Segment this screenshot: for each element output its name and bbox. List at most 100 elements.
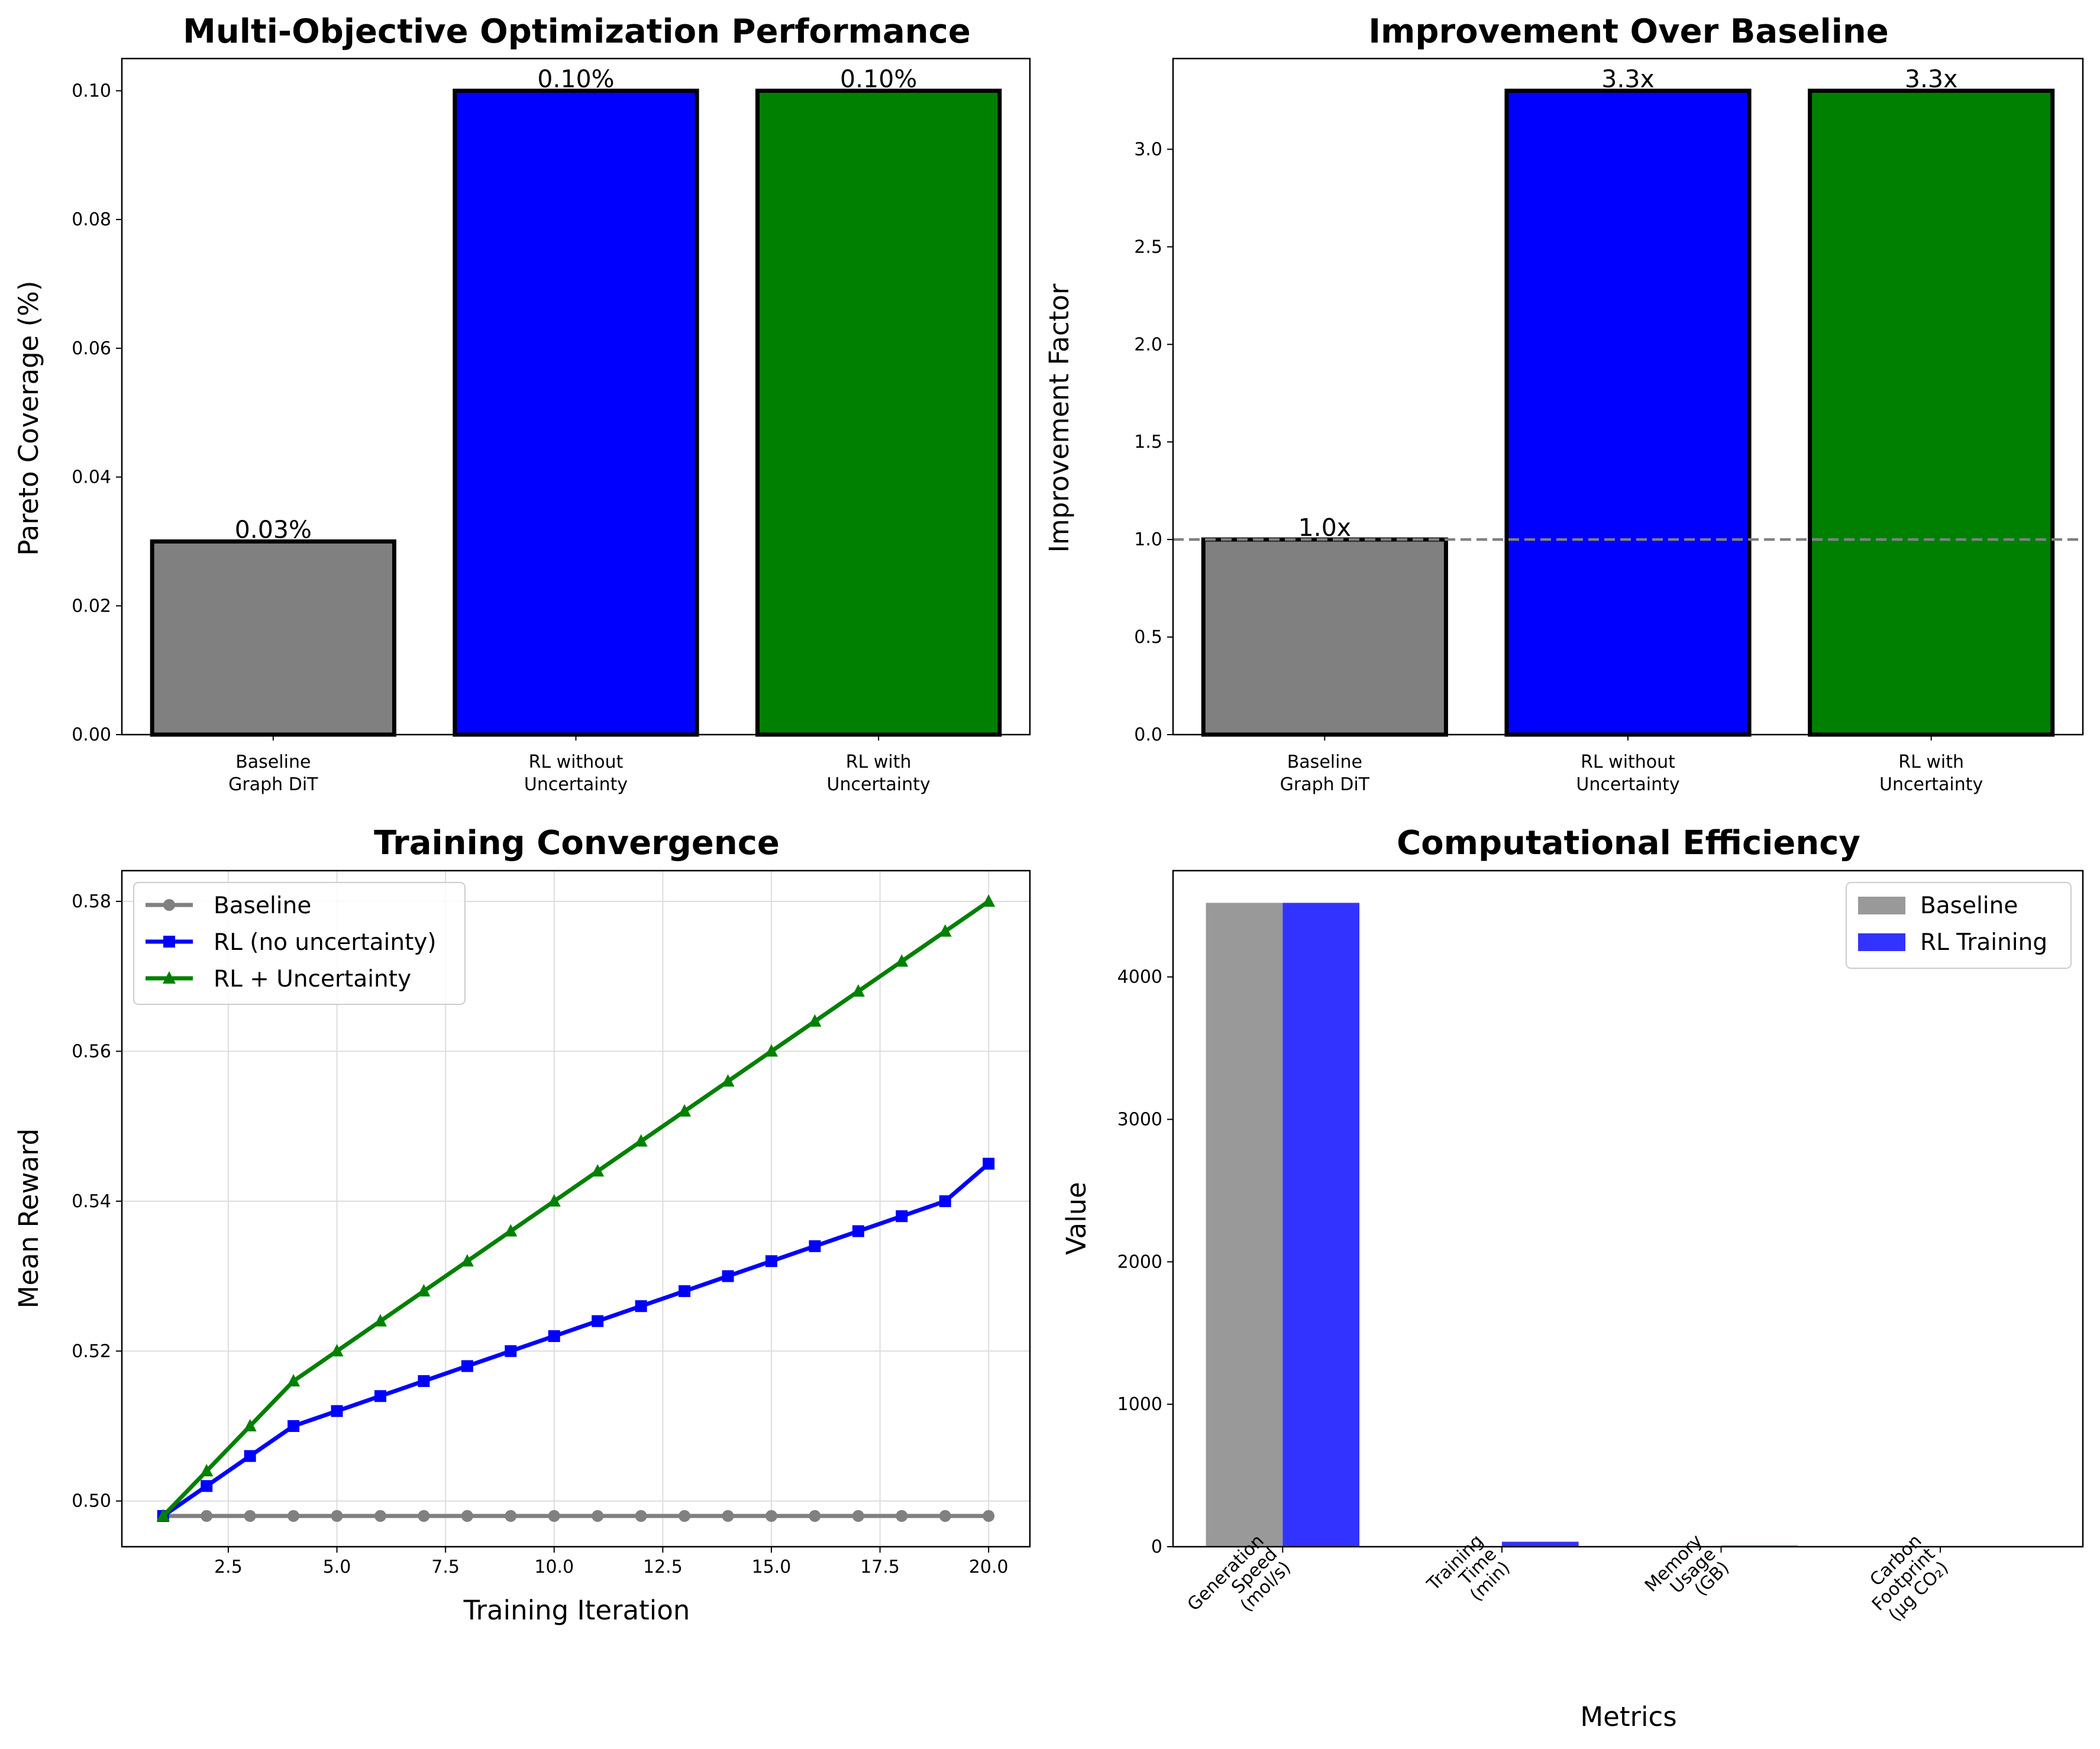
data-point	[722, 1510, 734, 1522]
y-tick-label: 0.54	[72, 1191, 111, 1212]
data-point	[851, 984, 865, 997]
data-point	[722, 1270, 734, 1282]
data-point	[592, 1510, 604, 1522]
x-axis-label: Metrics	[1580, 1701, 1676, 1732]
axes-frame	[121, 57, 1031, 736]
chart-title: Multi-Objective Optimization Performance	[183, 12, 971, 51]
data-point	[765, 1044, 778, 1057]
data-label: 0.03%	[235, 515, 312, 544]
y-tick-label: 0.56	[72, 1041, 111, 1062]
bar	[1808, 88, 2055, 737]
x-tick-label: RL with	[846, 752, 912, 772]
legend: Baseline RL Training	[1846, 882, 2072, 969]
data-point	[679, 1510, 691, 1522]
legend-box	[133, 882, 466, 1005]
chart-title: Computational Efficiency	[1397, 824, 1860, 862]
x-tick-label: 12.5	[643, 1557, 683, 1577]
chart-title: Improvement Over Baseline	[1368, 12, 1889, 51]
legend-swatch	[1858, 897, 1905, 914]
data-point	[765, 1255, 778, 1268]
data-point	[504, 1224, 518, 1237]
data-point	[418, 1375, 430, 1387]
y-tick-label: 2000	[1117, 1252, 1162, 1272]
plot-area: 0.00 0.02 0.04 0.06 0.08 0.10 0.03% BaselineGra…	[72, 57, 1031, 795]
bar	[1504, 88, 1752, 737]
x-tick-label: Baseline	[1287, 752, 1362, 772]
data-point	[983, 1158, 995, 1170]
data-point	[201, 1510, 213, 1522]
series-line	[161, 900, 990, 1518]
panel-improvement-factor: Improvement Over Baseline Improvement Fa…	[1043, 12, 2084, 795]
data-point	[331, 1510, 343, 1522]
y-tick-label: 1.5	[1134, 432, 1162, 452]
y-axis-label: Mean Reward	[13, 1129, 44, 1309]
legend-label: Baseline	[214, 893, 311, 919]
x-tick-label: Graph DiT	[228, 774, 318, 795]
data-point	[287, 1373, 301, 1386]
legend-marker	[163, 936, 175, 948]
y-tick-label: 0.08	[72, 209, 111, 230]
legend-swatch	[1858, 933, 1905, 951]
data-point	[808, 1014, 822, 1027]
data-point	[331, 1405, 343, 1417]
data-point	[374, 1390, 386, 1402]
y-tick-label: 0.10	[72, 80, 111, 101]
data-point	[896, 1210, 908, 1223]
x-tick-label: 17.5	[860, 1557, 900, 1577]
axes-frame	[121, 869, 1031, 1548]
y-tick-label: 0.02	[72, 596, 111, 616]
data-point	[721, 1074, 735, 1087]
x-tick-label: Baseline	[235, 752, 311, 772]
data-point	[505, 1510, 517, 1522]
y-tick-label: 0.5	[1134, 627, 1162, 648]
chart-title: Training Convergence	[374, 824, 780, 862]
bar	[1201, 537, 1448, 737]
x-tick-label: Uncertainty	[1879, 774, 1983, 795]
data-point	[678, 1104, 692, 1117]
data-point	[982, 894, 996, 907]
x-tick-label: 20.0	[969, 1557, 1009, 1577]
data-point	[287, 1420, 300, 1432]
data-point	[461, 1360, 473, 1372]
x-tick-label: RL without	[529, 752, 623, 772]
y-tick-label: 0	[1151, 1537, 1162, 1557]
data-point	[287, 1510, 300, 1522]
data-point	[896, 1510, 908, 1522]
plot-area: 2.5 5.0 7.5 10.0 12.5 15.0 17.5 20.0 0.50 0.52 0.5…	[72, 869, 1031, 1577]
data-point	[679, 1285, 691, 1297]
x-tick-label: Graph DiT	[1280, 774, 1370, 795]
bar	[755, 88, 1002, 737]
data-point	[938, 924, 952, 937]
data-point	[244, 1450, 256, 1462]
x-tick-label: 10.0	[534, 1557, 574, 1577]
x-tick-label: Uncertainty	[1576, 774, 1679, 795]
legend-label: RL + Uncertainty	[214, 966, 411, 992]
y-tick-label: 1000	[1117, 1394, 1162, 1415]
data-point	[809, 1510, 821, 1522]
data-point	[156, 1509, 170, 1522]
bar	[1501, 1541, 1579, 1547]
panel-training-convergence: Training Convergence Mean Reward Trainin…	[13, 824, 1031, 1626]
data-point	[244, 1510, 256, 1522]
y-axis-label: Value	[1061, 1182, 1092, 1255]
y-tick-label: 3.0	[1134, 139, 1162, 160]
y-tick-label: 2.5	[1134, 237, 1162, 257]
x-tick-label: 7.5	[431, 1557, 460, 1577]
bar	[1206, 903, 1283, 1547]
data-point	[592, 1315, 604, 1327]
y-axis-label: Improvement Factor	[1043, 283, 1075, 552]
data-point	[548, 1510, 560, 1522]
data-point	[635, 1510, 647, 1522]
legend-marker	[163, 971, 176, 984]
panel-pareto-coverage: Multi-Objective Optimization Performance…	[13, 12, 1031, 795]
y-tick-label: 0.04	[72, 467, 111, 488]
x-axis-label: Training Iteration	[463, 1595, 690, 1626]
y-tick-label: 4000	[1117, 967, 1162, 988]
data-point	[418, 1510, 430, 1522]
y-tick-label: 2.0	[1134, 334, 1162, 355]
data-point	[895, 954, 909, 967]
legend-label: RL Training	[1920, 929, 2047, 956]
data-point	[809, 1240, 821, 1252]
